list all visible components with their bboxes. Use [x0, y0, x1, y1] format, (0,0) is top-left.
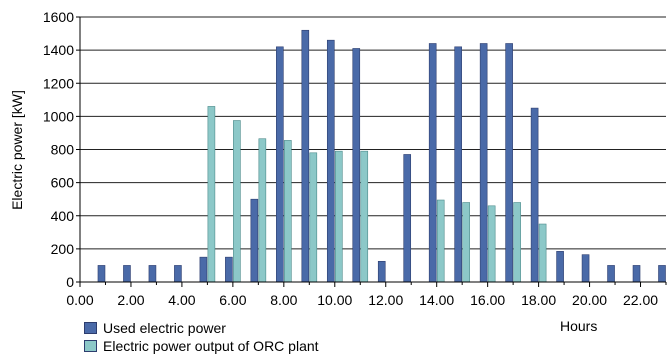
bar-used-power	[301, 29, 310, 283]
legend: Used electric power Electric power outpu…	[84, 319, 319, 355]
bar-orc-output	[436, 199, 445, 283]
bar-used-power	[658, 265, 666, 283]
x-tick-label: 8.00	[270, 292, 297, 308]
x-tick-label: 12.00	[368, 292, 403, 308]
y-tick-label: 1200	[43, 75, 74, 91]
x-tick-label: 22.00	[623, 292, 658, 308]
legend-label-used: Used electric power	[103, 320, 226, 336]
x-tick-label: 4.00	[168, 292, 195, 308]
bar-used-power	[97, 265, 106, 283]
x-tick-label: 18.00	[521, 292, 556, 308]
bar-used-power	[581, 254, 590, 283]
bar-used-power	[199, 256, 208, 283]
bar-used-power	[505, 43, 513, 283]
y-tick-label: 0	[66, 274, 74, 290]
legend-item-used: Used electric power	[84, 319, 319, 337]
bar-orc-output	[258, 138, 267, 283]
bar-used-power	[123, 265, 131, 283]
x-tick-label: 0.00	[66, 292, 93, 308]
y-tick-label: 400	[51, 208, 75, 224]
y-tick-label: 1000	[43, 108, 74, 124]
bar-used-power	[632, 265, 641, 283]
x-tick-label: 2.00	[117, 292, 144, 308]
bar-orc-output	[538, 223, 547, 283]
y-tick-label: 1400	[43, 42, 74, 58]
bar-used-power	[530, 107, 539, 283]
bars	[97, 29, 666, 283]
bar-used-power	[352, 48, 361, 283]
legend-item-orc: Electric power output of ORC plant	[84, 337, 319, 355]
bar-orc-output	[207, 106, 216, 283]
bar-used-power	[479, 43, 488, 283]
bar-used-power	[225, 256, 233, 283]
bar-orc-output	[487, 205, 496, 283]
bar-used-power	[428, 43, 437, 283]
bar-used-power	[174, 265, 182, 283]
y-tick-label: 200	[51, 241, 75, 257]
bar-orc-output	[360, 150, 369, 283]
x-tick-label: 10.00	[317, 292, 352, 308]
bar-used-power	[377, 260, 386, 283]
bar-used-power	[326, 39, 335, 283]
x-tick-label: 16.00	[470, 292, 505, 308]
y-axis-label: Electric power [kW]	[9, 90, 25, 210]
y-tick-label: 1600	[43, 9, 74, 25]
bar-used-power	[276, 46, 284, 283]
bar-used-power	[403, 154, 412, 283]
bar-orc-output	[334, 150, 343, 283]
x-axis-label: Hours	[560, 318, 598, 334]
bar-orc-output	[462, 202, 470, 283]
legend-swatch-orc	[84, 340, 97, 352]
bar-orc-output	[309, 152, 318, 283]
bar-orc-output	[513, 202, 521, 283]
x-tick-label: 14.00	[419, 292, 454, 308]
y-tick-labels: 0 200 400 600 800 1000 1200 1400 1600	[43, 9, 80, 290]
x-tick-label: 6.00	[219, 292, 246, 308]
y-tick-label: 800	[51, 142, 75, 158]
bar-used-power	[607, 265, 615, 283]
bar-used-power	[148, 265, 157, 283]
x-tick-label: 20.00	[572, 292, 607, 308]
bar-used-power	[250, 198, 259, 283]
bar-orc-output	[233, 120, 241, 283]
bar-used-power	[454, 46, 462, 283]
x-tick-labels: 0.00 2.00 4.00 6.00 8.00 10.00 12.00 14.00 16.00…	[66, 282, 667, 308]
legend-swatch-used	[84, 322, 97, 334]
bar-used-power	[556, 251, 564, 283]
gridlines	[80, 16, 666, 250]
legend-label-orc: Electric power output of ORC plant	[103, 338, 319, 354]
y-tick-label: 600	[51, 175, 75, 191]
bar-orc-output	[284, 140, 292, 283]
